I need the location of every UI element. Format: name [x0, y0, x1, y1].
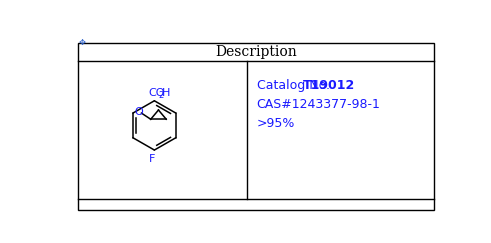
Text: 2: 2: [159, 91, 164, 100]
Text: ✥: ✥: [79, 38, 85, 47]
Text: T19012: T19012: [303, 79, 355, 92]
Text: O: O: [135, 107, 143, 117]
Text: >95%: >95%: [257, 117, 295, 130]
Bar: [79, 43, 434, 210]
Text: Catalog No.: Catalog No.: [257, 79, 334, 92]
Text: Description: Description: [216, 45, 297, 59]
Text: F: F: [149, 154, 155, 164]
Text: H: H: [162, 88, 170, 98]
Text: CAS#1243377-98-1: CAS#1243377-98-1: [257, 98, 381, 111]
Text: CO: CO: [148, 88, 164, 98]
